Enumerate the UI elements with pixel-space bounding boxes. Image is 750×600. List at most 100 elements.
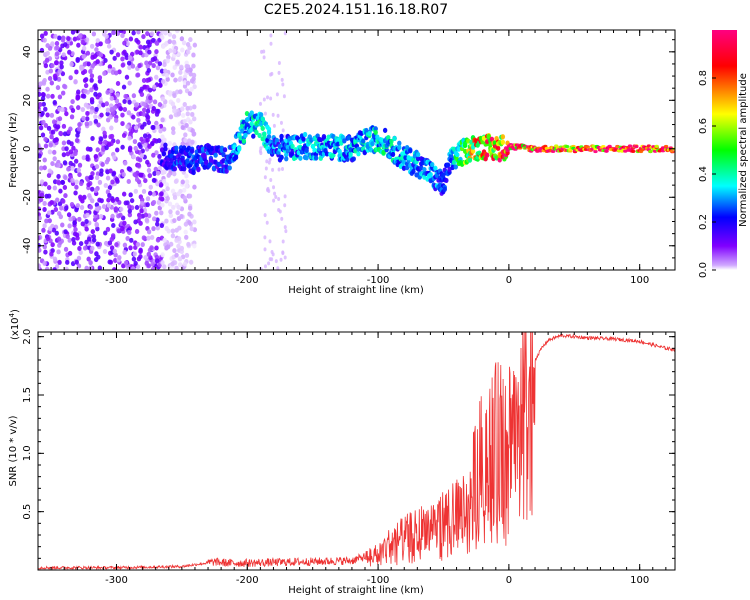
noise-cell — [80, 107, 85, 113]
noise-cell — [43, 63, 49, 69]
noise-cell — [66, 212, 72, 218]
noise-cell — [125, 235, 130, 241]
ridge-cell — [284, 156, 289, 162]
noise-cell — [51, 119, 57, 125]
noise-cell — [90, 229, 96, 235]
noise-cell — [164, 182, 169, 188]
noise-cell — [70, 30, 76, 35]
noise-cell — [83, 83, 89, 89]
ridge-cell — [163, 142, 168, 148]
noise-cell — [41, 227, 46, 233]
noise-cell — [180, 124, 185, 130]
noise-cell — [60, 222, 65, 228]
ridge-cell — [238, 135, 243, 141]
noise-cell — [76, 126, 82, 132]
noise-cell — [60, 37, 66, 43]
noise-cell — [106, 202, 112, 208]
ridge-cell — [290, 143, 295, 149]
ridge-cell — [213, 152, 218, 158]
noise-cell — [192, 219, 197, 225]
noise-cell — [263, 247, 267, 252]
ridge-cell — [441, 172, 446, 178]
noise-cell — [58, 214, 64, 220]
ridge-cell — [397, 140, 402, 146]
ridge-cell — [455, 152, 460, 158]
noise-cell — [145, 77, 150, 83]
noise-cell — [280, 77, 284, 82]
noise-cell — [38, 263, 41, 269]
noise-cell — [272, 185, 276, 190]
noise-cell — [66, 36, 71, 42]
noise-cell — [182, 195, 187, 201]
noise-cell — [97, 265, 103, 270]
noise-cell — [56, 249, 61, 255]
noise-cell — [72, 220, 77, 226]
noise-cell — [64, 111, 69, 117]
noise-cell — [141, 101, 147, 107]
noise-cell — [112, 55, 117, 61]
noise-cell — [54, 230, 59, 236]
noise-cell — [43, 136, 48, 142]
ridge-cell — [246, 116, 251, 122]
noise-cell — [127, 212, 133, 218]
noise-cell — [60, 90, 66, 96]
ridge-cell — [279, 154, 284, 160]
noise-cell — [90, 198, 95, 204]
noise-cell — [47, 168, 53, 174]
noise-cell — [174, 89, 180, 95]
noise-cell — [81, 53, 86, 59]
noise-cell — [277, 196, 281, 201]
noise-cell — [74, 69, 79, 75]
noise-cell — [133, 125, 139, 131]
noise-cell — [38, 235, 41, 241]
noise-cell — [182, 102, 187, 108]
ridge-cell — [301, 136, 306, 142]
noise-cell — [262, 97, 266, 102]
noise-cell — [46, 172, 52, 178]
noise-cell — [167, 201, 173, 207]
ridge-cell — [433, 165, 438, 171]
noise-cell — [75, 203, 81, 209]
noise-cell — [93, 188, 99, 194]
noise-cell — [107, 142, 112, 148]
noise-cell — [186, 241, 191, 247]
ridge-cell — [362, 150, 367, 156]
noise-cell — [78, 241, 84, 247]
noise-cell — [189, 78, 195, 84]
noise-cell — [272, 123, 276, 128]
noise-cell — [92, 53, 98, 59]
noise-cell — [54, 60, 59, 66]
ridge-cell — [604, 149, 609, 153]
noise-cell — [59, 60, 64, 66]
noise-cell — [146, 68, 152, 74]
ridge-cell — [338, 140, 344, 146]
noise-cell — [86, 236, 92, 242]
noise-cell — [152, 84, 157, 90]
noise-cell — [103, 230, 108, 236]
noise-cell — [161, 43, 166, 49]
noise-cell — [81, 115, 86, 121]
noise-cell — [141, 235, 147, 241]
noise-cell — [189, 86, 194, 92]
ridge-cell — [630, 149, 636, 153]
noise-cell — [115, 139, 121, 145]
noise-cell — [50, 129, 56, 135]
noise-cell — [183, 132, 188, 138]
noise-cell — [139, 153, 145, 159]
ridge-cell — [500, 139, 506, 145]
noise-cell — [281, 251, 285, 256]
noise-cell — [141, 34, 146, 40]
noise-cell — [57, 68, 62, 74]
noise-cell — [75, 95, 80, 101]
noise-cell — [76, 167, 82, 173]
noise-cell — [124, 55, 129, 61]
noise-cell — [120, 121, 125, 127]
noise-cell — [154, 49, 159, 55]
noise-cell — [86, 256, 91, 262]
ridge-cell — [313, 155, 319, 161]
noise-cell — [137, 142, 142, 148]
noise-cell — [190, 139, 195, 145]
noise-cell — [264, 166, 268, 171]
noise-cell — [66, 166, 71, 172]
noise-cell — [67, 250, 73, 256]
